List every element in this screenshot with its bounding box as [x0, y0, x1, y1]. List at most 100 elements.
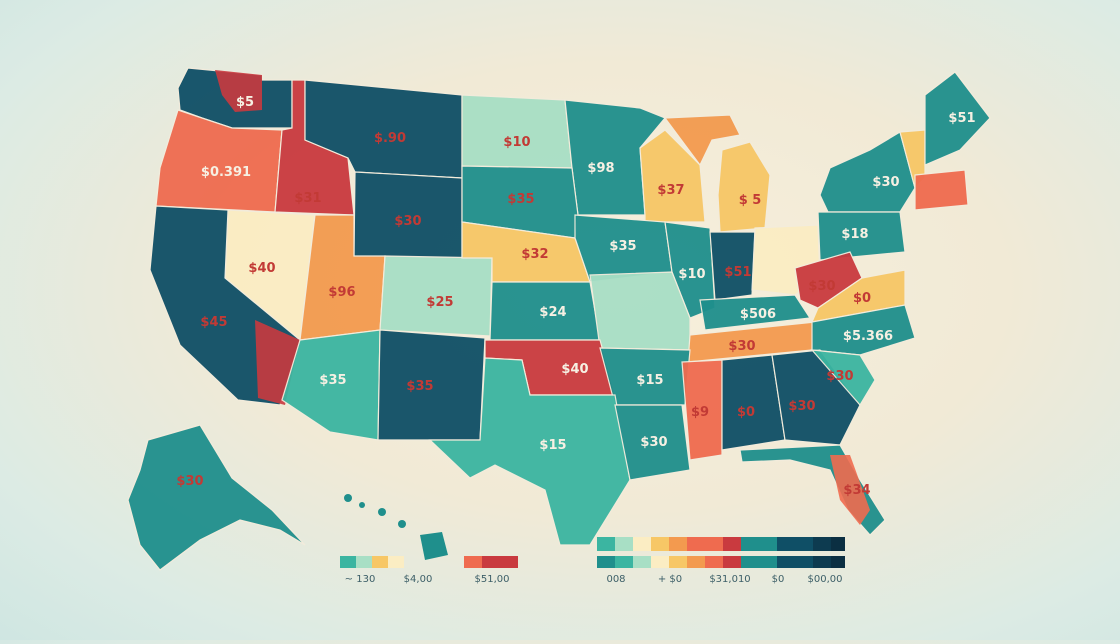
state-label-tx: $15 — [539, 438, 566, 453]
state-in[interactable] — [709, 231, 756, 301]
state-la[interactable] — [614, 404, 691, 481]
legend-right-swatch — [687, 556, 705, 568]
legend-right-swatch — [777, 556, 795, 568]
legend-left-swatch — [482, 556, 500, 568]
legend-right: 008 + $0 $31,010 $0 $00,00 — [597, 537, 845, 585]
legend-right-label: + $0 — [658, 574, 682, 585]
legend-right-swatch — [597, 537, 615, 551]
state-mi-lower[interactable] — [717, 141, 771, 233]
state-label-co: $25 — [426, 295, 453, 310]
state-hi[interactable] — [344, 494, 448, 560]
legend-right-swatch — [723, 537, 741, 551]
legend-right-swatch — [759, 556, 777, 568]
state-label-il: $10 — [678, 267, 705, 282]
legend-right-label: $0 — [772, 574, 785, 585]
legend-right-swatch — [615, 537, 633, 551]
state-wi[interactable] — [639, 129, 706, 223]
state-label-wa: $5 — [236, 95, 254, 110]
state-label-me: $51 — [948, 111, 975, 126]
state-ma-ct[interactable] — [914, 169, 969, 211]
state-mo[interactable] — [589, 271, 691, 351]
state-wa-red-band — [215, 70, 262, 112]
legend-right-swatch — [633, 537, 651, 551]
state-label-nc: $5.366 — [843, 329, 893, 344]
legend-right-label: $00,00 — [808, 574, 843, 585]
state-label-ny: $30 — [872, 175, 899, 190]
state-label-id: $31 — [294, 191, 321, 206]
legend-right-swatch — [615, 556, 633, 568]
state-label-ks: $24 — [539, 305, 566, 320]
state-ky[interactable] — [699, 294, 812, 331]
state-label-sc: $30 — [826, 369, 853, 384]
state-label-ar: $15 — [636, 373, 663, 388]
legend-left-label: $4,00 — [404, 574, 433, 585]
state-label-fl: $34 — [843, 483, 870, 498]
legend-right-swatch — [759, 537, 777, 551]
state-ms[interactable] — [681, 359, 723, 461]
state-label-la: $30 — [640, 435, 667, 450]
legend-right-swatch — [705, 537, 723, 551]
state-ak[interactable] — [127, 424, 306, 571]
legend-left-swatch — [372, 556, 388, 568]
state-az[interactable] — [281, 329, 381, 441]
state-sc[interactable] — [810, 349, 876, 407]
state-pa[interactable] — [817, 211, 906, 261]
state-nd[interactable] — [461, 94, 573, 169]
legend-left-swatch — [500, 556, 518, 568]
state-label-ut: $96 — [328, 285, 355, 300]
state-ny[interactable] — [819, 131, 916, 213]
state-label-va: $0 — [853, 291, 871, 306]
legend-right-swatch — [669, 556, 687, 568]
legend-right-swatch — [651, 537, 669, 551]
state-label-ia: $35 — [609, 239, 636, 254]
state-label-ak: $30 — [176, 474, 203, 489]
legend-right-label: $31,010 — [709, 574, 750, 585]
legend-right-swatch — [741, 556, 759, 568]
legend-right-swatch — [831, 537, 845, 551]
state-label-tn: $30 — [728, 339, 755, 354]
legend-right-swatch — [795, 556, 813, 568]
state-label-ca: $45 — [200, 315, 227, 330]
state-nc[interactable] — [811, 304, 916, 356]
state-label-or: $0.391 — [201, 165, 251, 180]
state-label-ms: $9 — [691, 405, 709, 420]
state-fl-orange-band — [830, 455, 870, 525]
legend-right-swatch — [795, 537, 813, 551]
legend-right-label: 008 — [606, 574, 625, 585]
state-label-pa: $18 — [841, 227, 868, 242]
legend-right-swatch — [723, 556, 741, 568]
state-label-az: $35 — [319, 373, 346, 388]
legend-right-swatch — [741, 537, 759, 551]
legend-left: ~ 130 $4,00 $51,00 — [340, 556, 518, 585]
state-label-al: $0 — [737, 405, 755, 420]
state-me[interactable] — [924, 71, 991, 166]
state-label-ne: $32 — [521, 247, 548, 262]
state-label-sd: $35 — [507, 192, 534, 207]
state-label-nd: $10 — [503, 135, 530, 150]
state-label-mn: $98 — [587, 161, 614, 176]
legend-left-swatch — [388, 556, 404, 568]
state-mi[interactable] — [663, 114, 741, 167]
legend-right-swatch — [597, 556, 615, 568]
legend-left-swatch — [356, 556, 372, 568]
legend-left-label: $51,00 — [475, 574, 510, 585]
state-label-ga: $30 — [788, 399, 815, 414]
state-label-wi: $37 — [657, 183, 684, 198]
legend-right-swatch — [831, 556, 845, 568]
state-label-wv: $30 — [808, 279, 835, 294]
state-label-nv: $40 — [248, 261, 275, 276]
legend-left-swatch — [340, 556, 356, 568]
legend-right-swatch — [813, 537, 831, 551]
legend-left-label: ~ 130 — [345, 574, 376, 585]
legend-right-swatch — [669, 537, 687, 551]
state-label-in: $51 — [724, 265, 751, 280]
legend-right-swatch — [705, 556, 723, 568]
legend-left-swatch — [464, 556, 482, 568]
legend-right-swatch — [633, 556, 651, 568]
state-tx[interactable] — [428, 357, 631, 546]
state-label-ky: $506 — [740, 307, 776, 322]
state-label-wy: $30 — [394, 214, 421, 229]
legend-right-swatch — [777, 537, 795, 551]
legend-right-swatch — [651, 556, 669, 568]
